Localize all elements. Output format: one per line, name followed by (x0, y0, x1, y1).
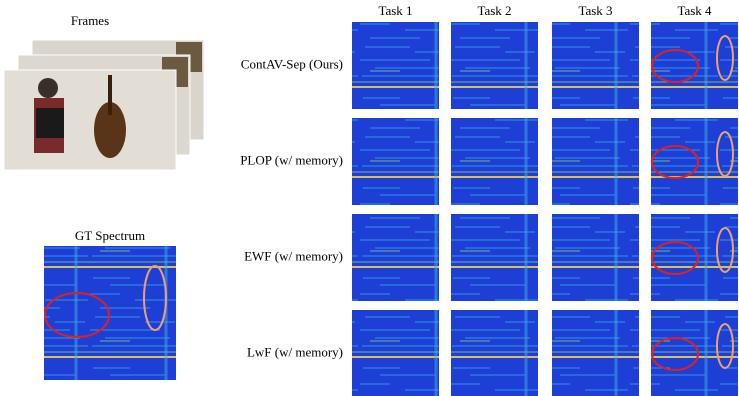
task-label: Task 1 (378, 3, 412, 18)
spectrogram (552, 118, 639, 205)
spectrogram (352, 214, 439, 301)
frames-label: Frames (71, 13, 109, 28)
highlight (651, 49, 699, 83)
method-label: LwF (w/ memory) (247, 344, 343, 359)
highlight (651, 241, 699, 275)
spectrogram (552, 214, 639, 301)
task-label: Task 3 (578, 3, 612, 18)
spectrogram (651, 310, 738, 396)
spectrogram (552, 310, 639, 396)
spectrogram (352, 22, 439, 109)
task-label: Task 2 (477, 3, 511, 18)
method-label: PLOP (w/ memory) (240, 152, 343, 167)
gt-label: GT Spectrum (75, 228, 145, 243)
highlight (716, 131, 734, 177)
highlight (716, 323, 734, 369)
spectrogram (451, 118, 538, 205)
method-label: ContAV-Sep (Ours) (241, 56, 343, 71)
spectrogram (451, 214, 538, 301)
highlight (651, 337, 699, 371)
spectrogram (451, 22, 538, 109)
spectrogram (352, 310, 439, 396)
method-label: EWF (w/ memory) (244, 248, 343, 263)
task-label: Task 4 (677, 3, 712, 18)
spectrogram (451, 310, 538, 396)
highlight (716, 227, 734, 273)
highlight (716, 35, 734, 81)
highlight (651, 145, 699, 179)
gt-spectrogram (44, 246, 176, 380)
video-frames (3, 39, 205, 171)
highlight (44, 292, 110, 338)
spectrogram (552, 22, 639, 109)
spectrogram (352, 118, 439, 205)
highlight (143, 265, 167, 331)
